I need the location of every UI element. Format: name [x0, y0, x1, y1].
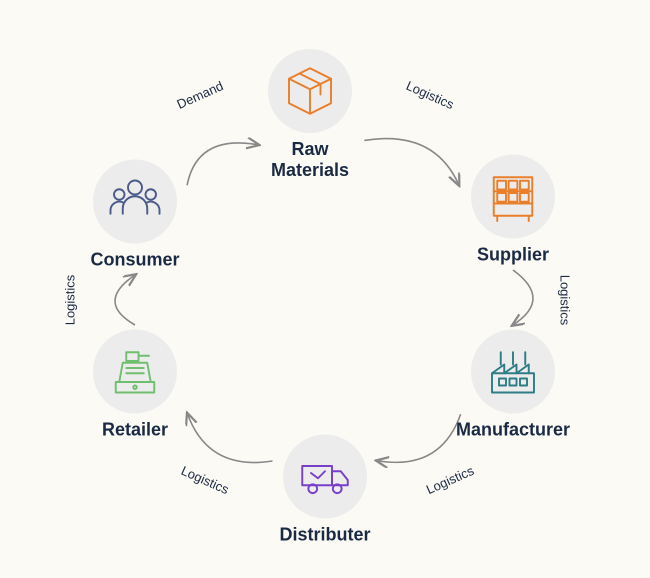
edge-raw-to-supplier: [364, 139, 458, 185]
node-label: Consumer: [75, 250, 195, 271]
edge-supplier-to-manufacturer: [513, 270, 533, 325]
edge-distributer-to-retailer: [188, 414, 273, 462]
node-supplier: Supplier: [453, 155, 573, 266]
edge-label: Demand: [175, 78, 226, 112]
edge-label: Logistics: [404, 78, 456, 112]
supply-chain-diagram: Raw Materials Supplier Manufacturer Distrib…: [0, 0, 650, 578]
edge-manufacturer-to-distributer: [377, 414, 460, 462]
edge-label: Logistics: [558, 275, 573, 326]
edge-consumer-to-raw: [187, 143, 258, 185]
edge-label: Logistics: [63, 275, 78, 326]
box-icon: [268, 49, 352, 133]
register-icon: [93, 330, 177, 414]
node-manufacturer: Manufacturer: [453, 330, 573, 441]
edge-label: Logistics: [424, 463, 476, 497]
factory-icon: [471, 330, 555, 414]
truck-icon: [283, 435, 367, 519]
node-raw: Raw Materials: [250, 49, 370, 181]
edge-retailer-to-consumer: [115, 275, 135, 325]
shelf-icon: [471, 155, 555, 239]
node-label: Retailer: [75, 420, 195, 441]
people-icon: [93, 160, 177, 244]
node-label: Manufacturer: [453, 420, 573, 441]
node-label: Raw Materials: [250, 139, 370, 181]
node-distributer: Distributer: [265, 435, 385, 546]
edge-label: Logistics: [179, 463, 231, 497]
node-label: Distributer: [265, 525, 385, 546]
node-consumer: Consumer: [75, 160, 195, 271]
node-label: Supplier: [453, 245, 573, 266]
node-retailer: Retailer: [75, 330, 195, 441]
